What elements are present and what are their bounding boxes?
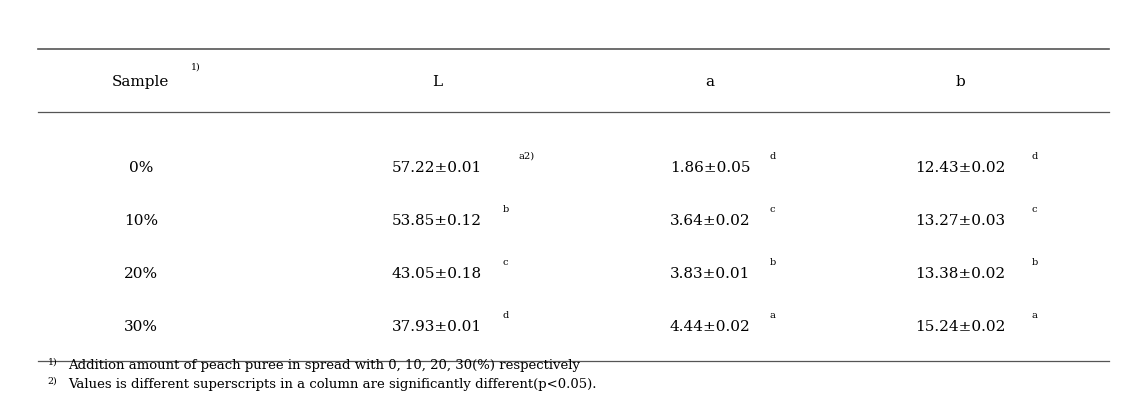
Text: a2): a2) [518, 152, 536, 161]
Text: d: d [502, 310, 509, 320]
Text: 30%: 30% [124, 320, 158, 334]
Text: b: b [502, 205, 509, 214]
Text: Values is different superscripts in a column are significantly different(p<0.05): Values is different superscripts in a co… [68, 378, 596, 391]
Text: c: c [770, 205, 775, 214]
Text: 0%: 0% [128, 162, 153, 175]
Text: 53.85±0.12: 53.85±0.12 [392, 214, 482, 228]
Text: 20%: 20% [124, 267, 158, 281]
Text: Addition amount of peach puree in spread with 0, 10, 20, 30(%) respectively: Addition amount of peach puree in spread… [68, 359, 580, 372]
Text: 13.38±0.02: 13.38±0.02 [915, 267, 1006, 281]
Text: b: b [770, 258, 775, 267]
Text: 2): 2) [47, 377, 57, 386]
Text: 3.83±0.01: 3.83±0.01 [670, 267, 750, 281]
Text: d: d [770, 152, 775, 161]
Text: 57.22±0.01: 57.22±0.01 [392, 162, 482, 175]
Text: L: L [431, 75, 442, 88]
Text: 3.64±0.02: 3.64±0.02 [670, 214, 750, 228]
Text: 15.24±0.02: 15.24±0.02 [915, 320, 1006, 334]
Text: 1): 1) [47, 357, 57, 367]
Text: 10%: 10% [124, 214, 158, 228]
Text: 1): 1) [190, 63, 201, 72]
Text: 43.05±0.18: 43.05±0.18 [392, 267, 482, 281]
Text: c: c [502, 258, 508, 267]
Text: 37.93±0.01: 37.93±0.01 [392, 320, 482, 334]
Text: 12.43±0.02: 12.43±0.02 [915, 162, 1006, 175]
Text: d: d [1031, 152, 1038, 161]
Text: c: c [1031, 205, 1037, 214]
Text: Sample: Sample [112, 75, 170, 88]
Text: 13.27±0.03: 13.27±0.03 [915, 214, 1006, 228]
Text: 4.44±0.02: 4.44±0.02 [670, 320, 750, 334]
Text: a: a [1031, 310, 1037, 320]
Text: b: b [1031, 258, 1038, 267]
Text: b: b [955, 75, 966, 88]
Text: a: a [705, 75, 715, 88]
Text: a: a [770, 310, 775, 320]
Text: 1.86±0.05: 1.86±0.05 [670, 162, 750, 175]
